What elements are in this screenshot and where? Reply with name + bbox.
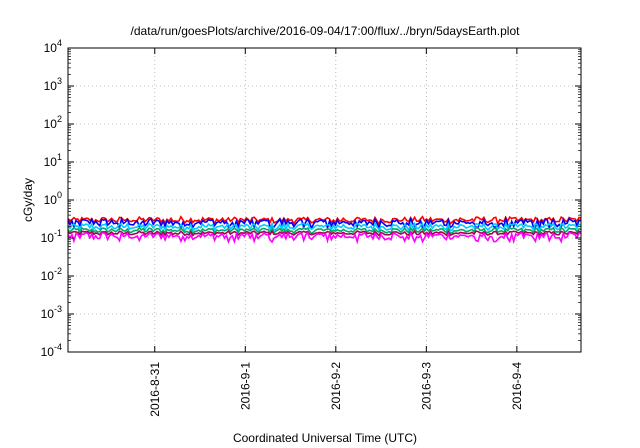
- x-tick-label: 2016-9-2: [329, 362, 343, 410]
- y-tick-label: 10-3: [41, 304, 62, 321]
- y-tick-label: 104: [44, 38, 62, 55]
- chart-title: /data/run/goesPlots/archive/2016-09-04/1…: [131, 24, 521, 38]
- y-axis: 10-4 10-3 10-2 10-1 100 101 102 103 104: [41, 38, 581, 359]
- x-axis: 2016-8-31 2016-9-1 2016-9-2 2016-9-3 2016-9-…: [148, 48, 524, 417]
- y-tick-label: 10-1: [41, 228, 62, 245]
- y-tick-label: 102: [44, 114, 62, 131]
- y-axis-label: cGy/day: [21, 178, 35, 222]
- series-line: [67, 226, 582, 235]
- series-line: [67, 229, 582, 237]
- series-line: [67, 221, 582, 234]
- x-tick-label: 2016-9-4: [510, 362, 524, 410]
- series-line: [67, 230, 582, 245]
- x-tick-label: 2016-8-31: [148, 362, 162, 417]
- y-tick-label: 10-4: [41, 342, 62, 359]
- x-tick-label: 2016-9-1: [238, 362, 252, 410]
- y-tick-label: 10-2: [41, 266, 62, 283]
- x-tick-label: 2016-9-3: [419, 362, 433, 410]
- grid: [68, 48, 581, 352]
- y-tick-label: 101: [44, 152, 62, 169]
- x-axis-label: Coordinated Universal Time (UTC): [233, 431, 417, 445]
- y-tick-label: 103: [44, 76, 62, 93]
- series-line: [67, 215, 582, 232]
- series-line: [67, 215, 582, 226]
- y-tick-label: 100: [44, 190, 62, 207]
- series-lines: [67, 215, 582, 245]
